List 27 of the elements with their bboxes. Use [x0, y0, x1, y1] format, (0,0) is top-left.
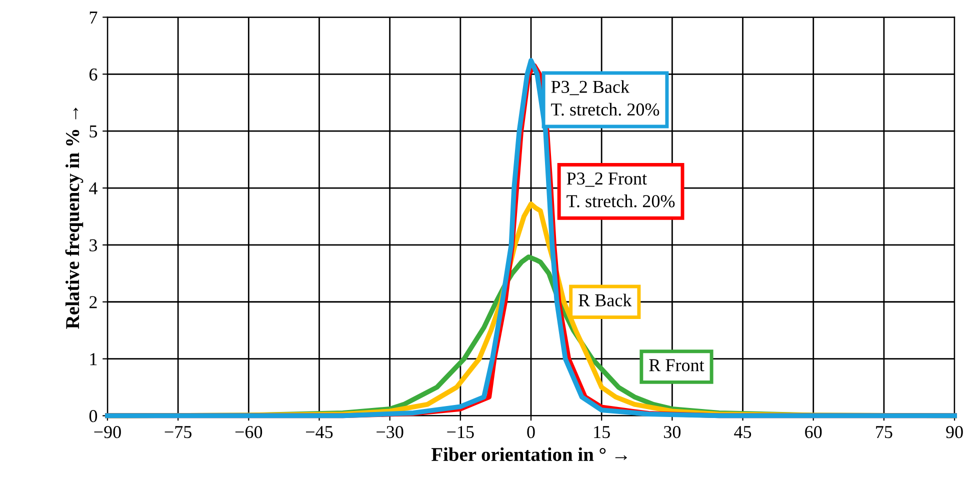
- x-tick-label: −60: [235, 426, 262, 438]
- x-tick-label: −15: [447, 426, 474, 438]
- y-tick-label: 2: [90, 296, 97, 308]
- y-tick-label: 3: [90, 239, 98, 252]
- x-axis-title: Fiber orientation in ° →: [431, 447, 627, 462]
- y-tick-label: 7: [90, 12, 98, 24]
- x-tick-label: 90: [946, 426, 963, 438]
- series-label: P3_2 Back T. stretch. 20%: [551, 80, 660, 116]
- x-tick-label: −30: [376, 426, 404, 438]
- y-axis-title: Relative frequency in % →: [65, 108, 84, 329]
- x-tick-label: 45: [734, 426, 752, 438]
- series-label: R Front: [649, 359, 704, 372]
- x-tick-label: 75: [876, 426, 892, 438]
- y-tick-label: 4: [89, 182, 98, 194]
- x-tick-label: 30: [664, 426, 681, 438]
- y-tick-label: 0: [89, 410, 98, 422]
- x-tick-label: −90: [94, 426, 121, 438]
- x-tick-label: 15: [594, 426, 610, 438]
- x-tick-label: 0: [527, 426, 535, 438]
- y-tick-label: 6: [89, 68, 98, 81]
- x-tick-label: 60: [805, 426, 822, 438]
- y-tick-label: 5: [90, 126, 98, 138]
- x-tick-label: −45: [306, 426, 333, 438]
- x-tick-label: −75: [164, 426, 192, 438]
- y-tick-label: 1: [90, 353, 97, 366]
- series-label: P3_2 Front T. stretch. 20%: [566, 172, 675, 208]
- series-label: R Back: [578, 294, 632, 306]
